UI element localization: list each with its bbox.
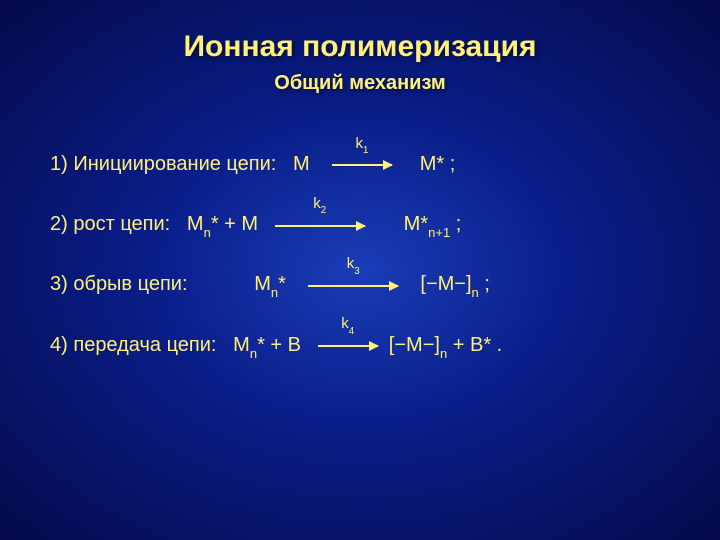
row3-rhs-sub: n	[472, 285, 479, 300]
row2-lhs: M	[187, 213, 204, 235]
row3-k-sub: 3	[354, 266, 359, 277]
row2-lhs-post: * + M	[211, 213, 258, 235]
row1-k: k1	[355, 133, 368, 157]
row2-rhs: M*	[398, 213, 428, 235]
row1-num: 1)	[50, 153, 68, 175]
row-1: 1) Инициирование цепи: M k1 M* ;	[50, 150, 720, 180]
row2-lhs-sub: n	[204, 225, 211, 240]
row2-rhs-post: ;	[450, 213, 461, 235]
row-3: 3) обрыв цепи: Mn* k3 [−M−]n ;	[50, 270, 720, 300]
row4-k-sub: 4	[349, 326, 354, 337]
row3-lhs-sub: n	[271, 285, 278, 300]
content: 1) Инициирование цепи: M k1 M* ; 2) рост…	[0, 95, 720, 361]
row4-rhs-post: + B* .	[447, 334, 502, 356]
row2-arrow: k2	[275, 211, 365, 239]
row1-k-letter: k	[355, 135, 363, 152]
title: Ионная полимеризация	[0, 0, 720, 64]
subtitle: Общий механизм	[0, 64, 720, 95]
row3-num: 3)	[50, 273, 68, 295]
arrow-line-2	[275, 225, 365, 227]
row3-rhs: [−M−]	[404, 273, 472, 295]
row2-k-sub: 2	[321, 205, 326, 216]
row-4: 4) передача цепи: Mn* + B k4 [−M−]n + B*…	[50, 331, 720, 361]
row4-lhs: M	[233, 334, 250, 356]
row1-k-sub: 1	[363, 145, 368, 156]
row-2: 2) рост цепи: Mn* + M k2 M*n+1 ;	[50, 210, 720, 240]
row1-lhs: M	[293, 153, 310, 175]
row4-num: 4)	[50, 334, 68, 356]
row2-k: k2	[313, 193, 326, 217]
row2-num: 2)	[50, 213, 68, 235]
row4-name: передача цепи:	[73, 334, 216, 356]
row3-lhs-post: *	[278, 273, 286, 295]
row1-rhs: M*	[420, 153, 444, 175]
row4-rhs-sub: n	[440, 346, 447, 361]
row2-k-letter: k	[313, 195, 321, 212]
arrow-line-4	[318, 345, 378, 347]
row1-rhs-post: ;	[444, 153, 455, 175]
row3-arrow: k3	[308, 271, 398, 299]
row1-arrow: k1	[332, 151, 392, 179]
row3-name: обрыв цепи:	[73, 273, 187, 295]
row3-lhs-all: M	[193, 273, 271, 295]
row3-k-letter: k	[347, 255, 355, 272]
row1-name: Инициирование цепи:	[73, 153, 276, 175]
arrow-line-1	[332, 164, 392, 166]
row2-rhs-sub: n+1	[428, 225, 450, 240]
row4-rhs: [−M−]	[383, 334, 440, 356]
row4-lhs-sub: n	[250, 346, 257, 361]
row3-k: k3	[347, 253, 360, 277]
row3-rhs-post: ;	[479, 273, 490, 295]
row4-arrow: k4	[318, 331, 378, 359]
row1-lhs-pre	[282, 153, 293, 175]
row2-name: рост цепи:	[73, 213, 170, 235]
row4-lhs-post: * + B	[257, 334, 301, 356]
row4-k-letter: k	[341, 315, 349, 332]
arrow-line-3	[308, 285, 398, 287]
row4-k: k4	[341, 313, 354, 337]
